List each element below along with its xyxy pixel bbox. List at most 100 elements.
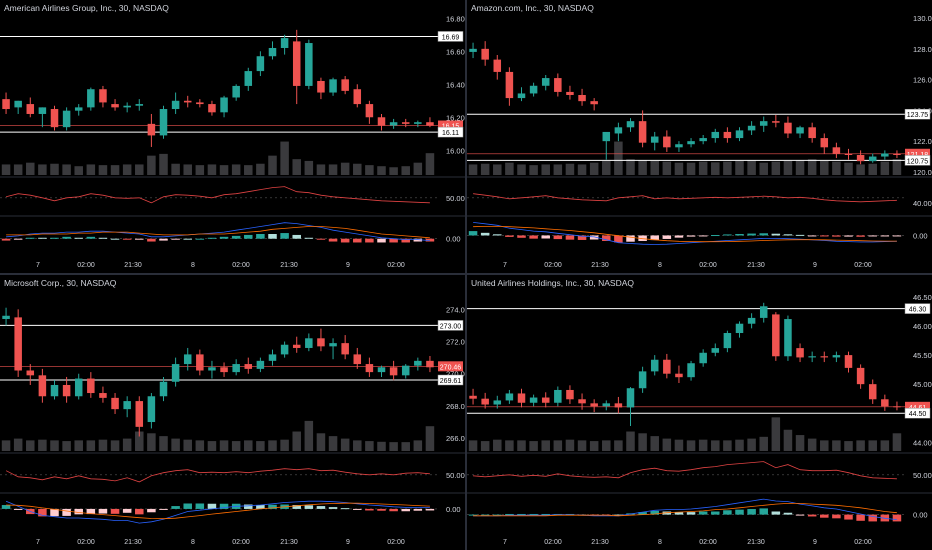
macd-histogram-bar [26, 237, 35, 239]
candle-down [796, 348, 804, 358]
candle-up [832, 355, 841, 358]
macd-histogram-bar [517, 235, 526, 238]
volume-bar [517, 164, 526, 175]
symbol-title[interactable]: United Airlines Holdings, Inc., 30, NASD… [471, 278, 634, 288]
macd-histogram-bar [244, 504, 253, 509]
chart-canvas[interactable]: 16.8016.6016.4016.2016.0016.6916.1516.11… [0, 0, 465, 273]
volume-bar [122, 164, 132, 175]
volume-bar [795, 160, 805, 175]
candle-down [365, 364, 374, 373]
panel-divider-horizontal[interactable] [0, 273, 932, 275]
macd-histogram-bar [662, 235, 672, 239]
macd-histogram-bar [1, 505, 11, 509]
macd-histogram-bar [529, 513, 538, 515]
macd-histogram-bar [353, 508, 362, 510]
candle-up [529, 397, 538, 403]
macd-histogram-bar [304, 505, 314, 509]
macd-histogram-bar [650, 235, 659, 241]
candle-down [426, 360, 434, 368]
macd-histogram-bar [856, 235, 865, 237]
macd-histogram-bar [244, 234, 253, 239]
panel-divider-vertical[interactable] [465, 0, 467, 550]
price-label-box [905, 401, 930, 412]
time-tick-label: 02:00 [387, 539, 405, 546]
candle-down [578, 95, 586, 102]
candle-up [305, 43, 313, 86]
volume-bar [892, 433, 902, 451]
candle-down [401, 122, 410, 124]
macd-histogram-bar [159, 238, 168, 241]
price-label: 16.69 [442, 34, 460, 41]
chart-panel-ual[interactable]: United Airlines Holdings, Inc., 30, NASD… [467, 275, 932, 550]
chart-canvas[interactable]: 274.00 272.00 270.00 268.00 266.00 273.00 270.… [0, 275, 465, 550]
volume-bar [832, 440, 841, 451]
candle-down [663, 136, 671, 148]
volume-bar [183, 164, 192, 175]
price-label: 273.00 [440, 323, 462, 330]
macd-histogram-bar [413, 238, 423, 242]
macd-histogram-bar [771, 233, 781, 236]
candle-up [329, 79, 337, 93]
chart-panel-msft[interactable]: Microsoft Corp., 30, NASDAQ 274.00 272.00… [0, 275, 465, 550]
macd-histogram-bar [747, 233, 756, 236]
candle-up [626, 121, 635, 128]
candle-down [26, 104, 35, 114]
volume-bar [783, 429, 793, 451]
chart-panel-amzn[interactable]: Amazon.com, Inc., 30, NASDAQ 130.00 128.0… [467, 0, 932, 273]
volume-bar [650, 160, 659, 175]
volume-bar [38, 439, 47, 451]
candle-up [123, 105, 131, 108]
volume-bar [723, 161, 732, 175]
candle-up [38, 107, 47, 114]
candle-up [735, 323, 744, 334]
candle-up [389, 122, 398, 126]
macd-histogram-bar [13, 508, 23, 510]
volume-bar [723, 440, 732, 451]
volume-bar [147, 433, 156, 451]
volume-bar [844, 441, 853, 451]
volume-bar [50, 163, 59, 175]
candle-up [159, 109, 168, 136]
candle-up [305, 338, 313, 348]
price-label-box [437, 374, 464, 386]
macd-histogram-bar [13, 238, 23, 240]
volume-bar [674, 162, 684, 175]
candle-down [517, 393, 526, 403]
time-tick-label: 21:30 [280, 539, 298, 546]
candle-up [232, 85, 240, 98]
volume-bar [735, 160, 744, 175]
symbol-title[interactable]: Microsoft Corp., 30, NASDAQ [4, 278, 117, 288]
candle-down [317, 80, 325, 93]
chart-canvas[interactable]: 130.00128.00126.00124.00122.00120.00123.… [467, 0, 932, 273]
candle-up [554, 389, 562, 403]
candle-up [208, 367, 216, 371]
candle-down [772, 314, 780, 357]
candle-down [292, 344, 301, 348]
candle-up [220, 97, 228, 113]
macd-histogram-bar [74, 237, 83, 239]
symbol-title[interactable]: Amazon.com, Inc., 30, NASDAQ [471, 3, 594, 13]
chart-panel-aal[interactable]: American Airlines Group, Inc., 30, NASDA… [0, 0, 465, 273]
time-tick-label: 02:00 [77, 262, 95, 269]
candle-down [99, 393, 107, 398]
macd-histogram-bar [626, 235, 635, 242]
candle-down [111, 397, 119, 410]
price-tick-label: 130.00 [913, 14, 932, 23]
candle-up [626, 388, 635, 408]
time-tick-label: 8 [191, 539, 195, 546]
candle-up [699, 352, 707, 364]
symbol-title[interactable]: American Airlines Group, Inc., 30, NASDA… [4, 3, 169, 13]
time-tick-label: 21:30 [124, 262, 142, 269]
candle-down [481, 48, 489, 60]
macd-histogram-bar [614, 514, 623, 516]
chart-canvas[interactable]: 46.5046.0045.5045.0044.0046.3044.6144.50… [467, 275, 932, 550]
volume-bar [468, 440, 478, 451]
candle-down [196, 102, 204, 105]
macd-histogram-bar [807, 235, 817, 237]
volume-bar [735, 439, 744, 451]
candle-down [196, 354, 204, 371]
macd-histogram-bar [674, 235, 684, 238]
volume-bar [589, 162, 599, 175]
macd-histogram-bar [389, 508, 398, 512]
volume-bar [280, 141, 289, 175]
